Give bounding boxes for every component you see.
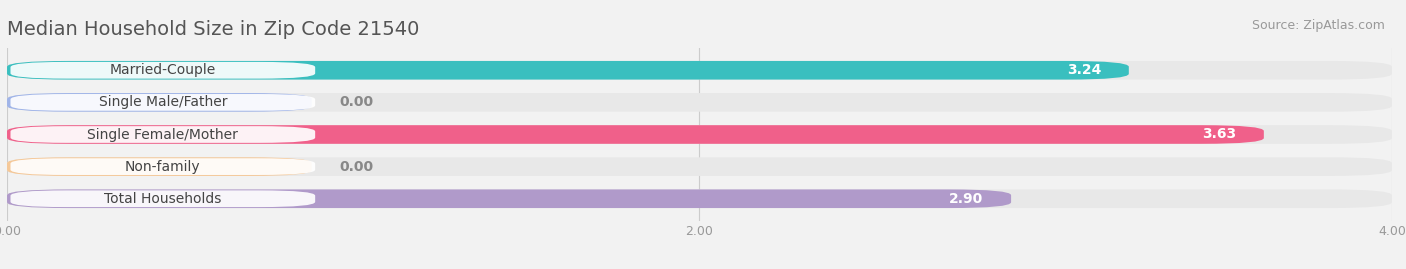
FancyBboxPatch shape bbox=[7, 93, 1392, 112]
Text: 3.63: 3.63 bbox=[1202, 128, 1236, 141]
FancyBboxPatch shape bbox=[7, 61, 1129, 80]
Text: 2.90: 2.90 bbox=[949, 192, 983, 206]
Text: Median Household Size in Zip Code 21540: Median Household Size in Zip Code 21540 bbox=[7, 20, 419, 38]
Text: Single Female/Mother: Single Female/Mother bbox=[87, 128, 238, 141]
FancyBboxPatch shape bbox=[7, 189, 1392, 208]
Text: Source: ZipAtlas.com: Source: ZipAtlas.com bbox=[1251, 19, 1385, 32]
FancyBboxPatch shape bbox=[10, 190, 315, 207]
FancyBboxPatch shape bbox=[7, 61, 1392, 80]
Text: 3.24: 3.24 bbox=[1067, 63, 1101, 77]
Text: Total Households: Total Households bbox=[104, 192, 222, 206]
Text: Non-family: Non-family bbox=[125, 160, 201, 174]
Text: 0.00: 0.00 bbox=[339, 95, 374, 109]
FancyBboxPatch shape bbox=[10, 62, 315, 79]
FancyBboxPatch shape bbox=[7, 93, 312, 112]
FancyBboxPatch shape bbox=[7, 157, 312, 176]
FancyBboxPatch shape bbox=[7, 125, 1392, 144]
FancyBboxPatch shape bbox=[10, 126, 315, 143]
FancyBboxPatch shape bbox=[7, 125, 1264, 144]
Text: Married-Couple: Married-Couple bbox=[110, 63, 217, 77]
FancyBboxPatch shape bbox=[7, 189, 1011, 208]
Text: 0.00: 0.00 bbox=[339, 160, 374, 174]
FancyBboxPatch shape bbox=[10, 94, 315, 111]
Text: Single Male/Father: Single Male/Father bbox=[98, 95, 228, 109]
FancyBboxPatch shape bbox=[10, 158, 315, 175]
FancyBboxPatch shape bbox=[7, 157, 1392, 176]
